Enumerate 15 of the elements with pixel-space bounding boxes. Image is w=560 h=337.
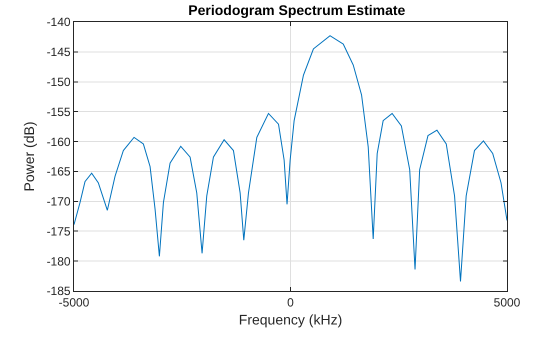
y-tick-label: -170 <box>46 194 71 209</box>
y-tick-label: -160 <box>46 134 71 149</box>
y-tick-label: -140 <box>46 15 71 30</box>
line-series <box>74 35 507 282</box>
x-axis-title: Frequency (kHz) <box>238 312 342 328</box>
x-tick-label: 0 <box>287 295 294 310</box>
y-tick-label: -180 <box>46 254 71 268</box>
y-tick-label: -165 <box>46 164 71 179</box>
x-tick-label: 5000 <box>494 295 521 310</box>
y-tick-label: -175 <box>46 224 71 238</box>
y-tick-label: -145 <box>46 45 71 60</box>
y-axis-title: Power (dB) <box>21 121 38 192</box>
chart-title: Periodogram Spectrum Estimate <box>188 2 406 18</box>
y-tick-label: -155 <box>46 104 71 119</box>
y-tick-label: -150 <box>46 74 71 89</box>
